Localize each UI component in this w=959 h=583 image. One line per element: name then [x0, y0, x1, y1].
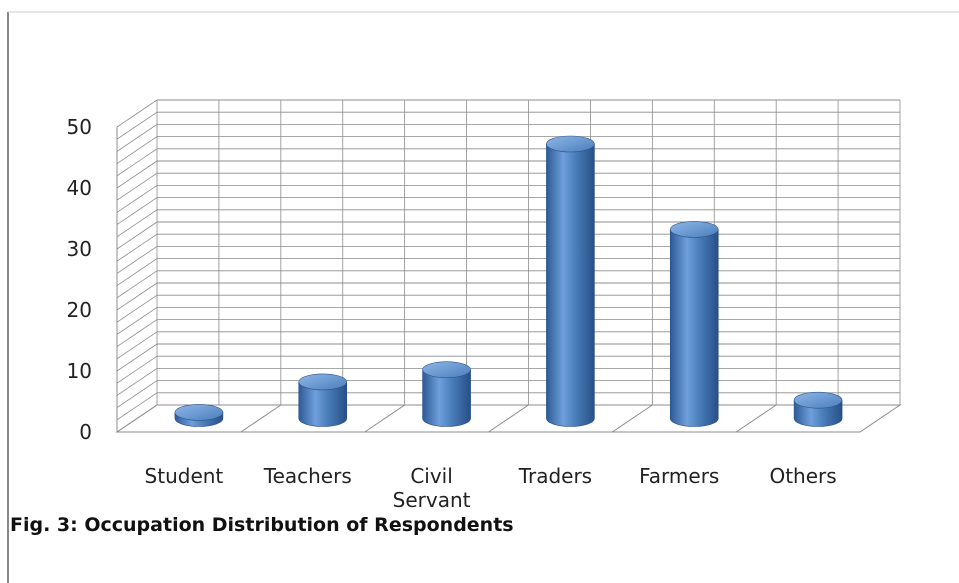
x-category-label: Farmers: [639, 464, 719, 488]
bar-top: [174, 404, 224, 421]
gridline-side: [116, 355, 158, 384]
floor-divider: [735, 404, 777, 433]
gridline-side: [116, 136, 158, 164]
gridline-side: [116, 282, 158, 311]
gridline-side: [116, 185, 158, 213]
bar: [793, 391, 843, 427]
gridline-side: [116, 368, 158, 396]
floor-divider: [240, 404, 282, 433]
gridline-side: [116, 197, 158, 225]
bar: [174, 404, 224, 427]
bar-top: [669, 221, 719, 238]
gridline-side: [116, 160, 158, 189]
gridline-side: [116, 99, 158, 128]
gridline-side: [116, 343, 158, 372]
gridline-side: [116, 111, 158, 140]
gridline-side: [116, 221, 158, 250]
gridline-side: [116, 270, 158, 299]
bar: [546, 135, 595, 427]
gridline-side: [116, 258, 158, 286]
gridline-side: [116, 392, 158, 421]
bar-body: [546, 143, 595, 427]
gridline-side: [116, 209, 158, 238]
floor-divider: [364, 404, 405, 433]
x-category-label: Student: [145, 464, 224, 488]
gridline-side: [116, 246, 158, 274]
x-category-label: Civil Servant: [393, 464, 471, 512]
gridline-side: [116, 380, 158, 408]
gridline-side: [116, 148, 158, 177]
bar-body: [422, 369, 471, 427]
bar-body: [669, 229, 719, 427]
bar-top: [793, 391, 843, 409]
y-tick-label: 20: [67, 298, 92, 322]
bar-top: [546, 135, 595, 153]
bar: [298, 373, 348, 427]
gridline-side: [116, 331, 158, 360]
bar-body: [298, 381, 348, 427]
gridline-side: [116, 307, 158, 335]
x-category-label: Traders: [518, 464, 592, 488]
y-tick-label: 40: [67, 176, 92, 200]
y-tick-label: 0: [79, 420, 92, 444]
floor-divider: [612, 404, 653, 433]
gridline-side: [116, 233, 158, 262]
gridline-side: [116, 294, 158, 323]
gridline-side: [116, 172, 158, 201]
y-tick-label: 30: [67, 237, 92, 261]
x-category-label: Teachers: [263, 464, 352, 488]
bar: [422, 361, 471, 427]
gridline-side: [116, 319, 158, 347]
x-category-label: Others: [769, 464, 836, 488]
bar-top: [422, 361, 471, 379]
figure-caption: Fig. 3: Occupation Distribution of Respo…: [10, 514, 514, 536]
floor-divider: [488, 404, 529, 433]
y-tick-label: 50: [67, 115, 92, 139]
bar: [669, 221, 719, 427]
bar-top: [298, 373, 348, 391]
gridline-side: [116, 124, 158, 152]
y-tick-label: 10: [67, 359, 92, 383]
